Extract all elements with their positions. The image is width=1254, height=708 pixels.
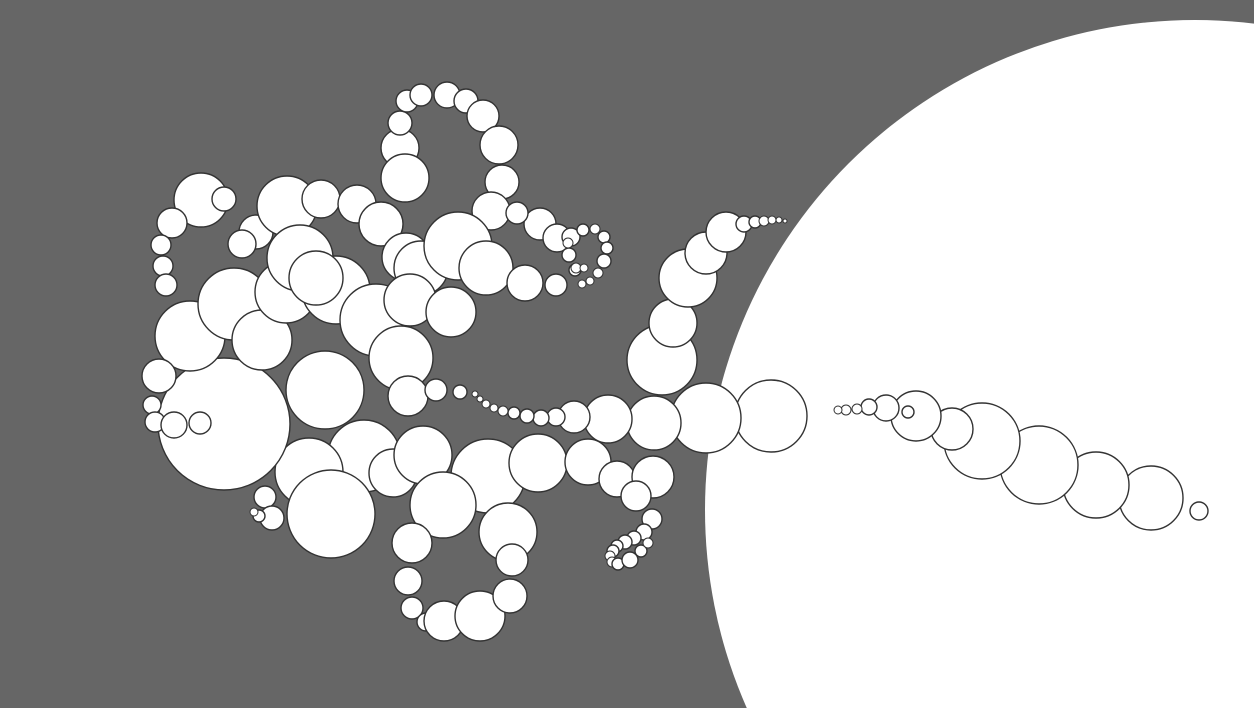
bead-circle (562, 237, 574, 249)
bead-circle (583, 394, 633, 444)
bead-circle (860, 398, 878, 416)
bead-circle (620, 480, 652, 512)
bead-circle (497, 405, 509, 417)
bead-circle (492, 578, 528, 614)
bead-circle (152, 255, 174, 277)
bead-circle (833, 405, 843, 415)
bead-circle (288, 250, 344, 306)
bead-circle (508, 433, 568, 493)
bead-circle (546, 407, 566, 427)
bead-circle (393, 566, 423, 596)
bead-circle (1118, 465, 1184, 531)
bead-circle (227, 229, 257, 259)
bead-circle (577, 279, 587, 289)
bead-circle (851, 403, 863, 415)
bead-circle (358, 201, 404, 247)
bead-circle (579, 263, 589, 273)
bead-circle (286, 469, 376, 559)
bead-circle (479, 125, 519, 165)
bead-circle (544, 273, 568, 297)
bead-circle (160, 411, 188, 439)
bead-circle (600, 241, 614, 255)
bead-circle (734, 379, 808, 453)
bead-circle (156, 207, 188, 239)
bead-circle (409, 471, 477, 539)
bead-circle (391, 522, 433, 564)
bead-circle (506, 264, 544, 302)
bead-circle (901, 405, 915, 419)
bead-circle (481, 399, 491, 409)
bead-circle (642, 537, 654, 549)
bead-circle (597, 230, 611, 244)
bead-circle (775, 216, 783, 224)
bead-circle (592, 267, 604, 279)
bead-circle (561, 247, 577, 263)
bead-circle (387, 110, 413, 136)
large-white-disc (705, 20, 1254, 708)
bead-circle (489, 403, 499, 413)
bead-circle (471, 390, 479, 398)
bead-circle (782, 218, 788, 224)
bead-circle (621, 551, 639, 569)
bead-circle (452, 384, 468, 400)
bead-circle (154, 273, 178, 297)
bead-circle (454, 590, 506, 642)
bead-circle (505, 201, 529, 225)
bead-chains (141, 81, 1209, 642)
bead-circle (387, 375, 429, 417)
bead-circle (400, 596, 424, 620)
bead-circle (767, 215, 777, 225)
bead-circle (253, 485, 277, 509)
bead-circle (380, 153, 430, 203)
bead-circle (532, 409, 550, 427)
bead-circle (424, 378, 448, 402)
bead-circle (141, 358, 177, 394)
bead-circle (758, 215, 770, 227)
bead-circle (249, 507, 259, 517)
bead-circle (670, 382, 742, 454)
bead-circle (458, 240, 514, 296)
bead-circle (507, 406, 521, 420)
bead-circle (634, 544, 648, 558)
bead-circle (301, 179, 341, 219)
bead-circle (285, 350, 365, 430)
bead-circle (596, 253, 612, 269)
bead-circle (626, 395, 682, 451)
bead-circle (476, 395, 484, 403)
bead-circle (142, 395, 162, 415)
bead-circle (466, 99, 500, 133)
bead-circle (409, 83, 433, 107)
bead-circle (1189, 501, 1209, 521)
bead-circle (585, 276, 595, 286)
bead-circle (576, 223, 590, 237)
bead-circle (495, 543, 529, 577)
bead-circle (211, 186, 237, 212)
bead-circle (188, 411, 212, 435)
bead-circle (519, 408, 535, 424)
bead-circle (150, 234, 172, 256)
bead-circle (425, 286, 477, 338)
bead-circle (589, 223, 601, 235)
bead-circle (890, 390, 942, 442)
